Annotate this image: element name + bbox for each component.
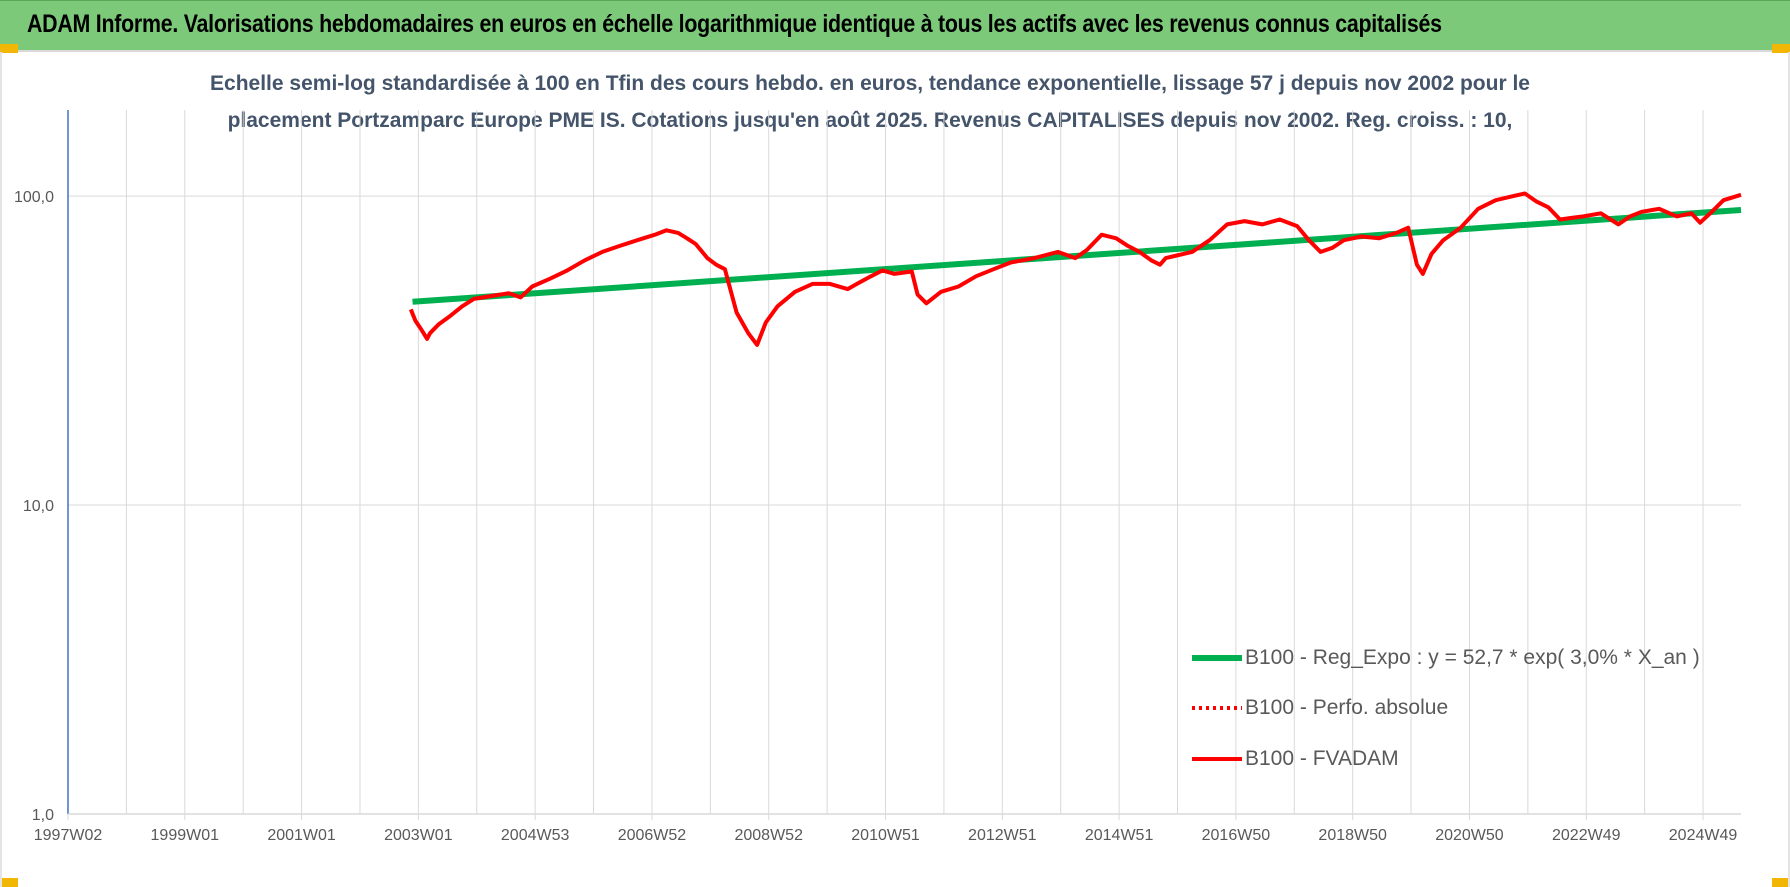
chart-title-line-1: Echelle semi-log standardisée à 100 en T… [210, 72, 1530, 95]
x-tick-label: 1997W02 [34, 827, 103, 844]
y-tick-label: 1,0 [32, 807, 54, 824]
corner-marker-right [1772, 44, 1790, 53]
x-tick-label: 2024W49 [1669, 827, 1738, 844]
page-title: ADAM Informe. Valorisations hebdomadaire… [27, 10, 1442, 38]
x-tick-label: 2003W01 [384, 827, 453, 844]
x-tick-label: 2004W53 [501, 827, 570, 844]
x-tick-label: 2018W50 [1318, 827, 1387, 844]
x-tick-label: 2022W49 [1552, 827, 1621, 844]
corner-marker-left [0, 44, 18, 53]
legend-label: B100 - FVADAM [1245, 747, 1399, 770]
legend-label: B100 - Perfo. absolue [1245, 696, 1448, 719]
x-tick-label: 2016W50 [1202, 827, 1271, 844]
fvadam-line [408, 191, 1742, 347]
corner-marker-bottom-right [1772, 878, 1790, 887]
corner-marker-bottom-left [0, 878, 18, 887]
x-tick-label: 2010W51 [851, 827, 920, 844]
y-tick-label: 10,0 [23, 498, 54, 515]
y-tick-label: 100,0 [14, 189, 54, 206]
x-tick-label: 2001W01 [267, 827, 336, 844]
legend-label: B100 - Reg_Expo : y = 52,7 * exp( 3,0% *… [1245, 646, 1700, 669]
chart: Echelle semi-log standardisée à 100 en T… [14, 72, 1742, 844]
header-banner: ADAM Informe. Valorisations hebdomadaire… [0, 0, 1790, 52]
x-tick-label: 2014W51 [1085, 827, 1154, 844]
chart-title-line-2: placement Portzamparc Europe PME IS. Cot… [228, 109, 1513, 132]
x-tick-label: 2012W51 [968, 827, 1037, 844]
x-tick-label: 2006W52 [618, 827, 687, 844]
x-tick-label: 1999W01 [151, 827, 220, 844]
chart-frame: Echelle semi-log standardisée à 100 en T… [0, 52, 1790, 887]
x-tick-label: 2020W50 [1435, 827, 1504, 844]
x-tick-label: 2008W52 [734, 827, 803, 844]
